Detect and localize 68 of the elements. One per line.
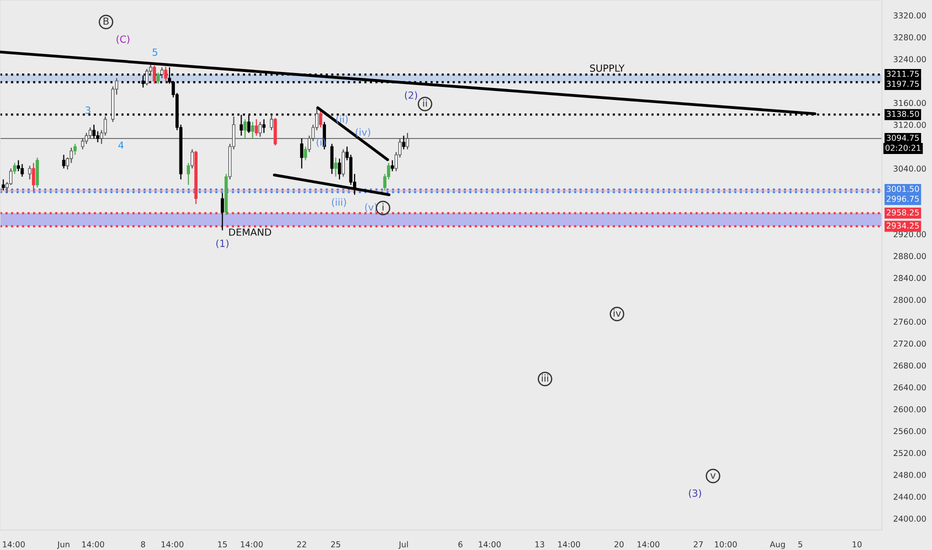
x-tick-label: 10 xyxy=(852,541,862,548)
ref-line-label: 3138.50 xyxy=(886,110,919,117)
y-tick-label: 2480.00 xyxy=(894,472,926,478)
x-tick-label: 20 xyxy=(614,541,624,548)
x-tick-label: 25 xyxy=(331,541,340,548)
x-tick-label: 14:00 xyxy=(478,541,501,548)
x-tick-label: 14:00 xyxy=(558,541,580,548)
x-tick-label: 14:00 xyxy=(638,541,660,548)
annotation: 4 xyxy=(118,142,124,149)
y-tick-label: 2440.00 xyxy=(894,494,926,500)
text: 02:20:21 xyxy=(886,144,920,151)
annotation: iv xyxy=(614,309,621,317)
annotation: v xyxy=(710,473,716,479)
y-tick-label: 2720.00 xyxy=(894,340,926,347)
x-tick-label: Jul xyxy=(398,541,408,549)
y-tick-label: 3120.00 xyxy=(894,122,926,128)
annotation: (iii) xyxy=(332,198,346,207)
y-tick-label: 3160.00 xyxy=(894,100,926,106)
y-tick-label: 3240.00 xyxy=(894,56,926,62)
ref-line-label: 3197.75 xyxy=(886,80,919,87)
ref-line-label: 2958.25 xyxy=(886,209,919,216)
y-tick-label: 2800.00 xyxy=(894,296,926,303)
annotation: ii xyxy=(423,99,427,107)
y-tick-label: 2520.00 xyxy=(894,450,926,456)
ref-line-label: 2996.75 xyxy=(886,196,919,202)
ref-line-label: 2934.25 xyxy=(886,222,919,229)
x-tick-label: 22 xyxy=(297,541,306,548)
y-tick-label: 2760.00 xyxy=(894,318,926,325)
y-tick-label: 2400.00 xyxy=(894,516,926,522)
y-tick-label: 2920.00 xyxy=(894,231,926,238)
y-tick-label: 2680.00 xyxy=(894,362,926,369)
annotation: 3 xyxy=(86,106,90,114)
annotation: iii xyxy=(542,374,548,382)
annotation: (3) xyxy=(688,489,702,498)
annotation: DEMAND xyxy=(229,228,272,236)
annotation: (iv) xyxy=(356,128,370,137)
y-tick-label: 3320.00 xyxy=(894,12,926,18)
x-tick-label: Jun xyxy=(57,541,70,549)
annotation: B xyxy=(104,18,109,25)
y-tick-label: 2840.00 xyxy=(894,274,926,282)
annotation: (ii) xyxy=(336,115,348,124)
annotation: i xyxy=(382,203,384,211)
annotation: (2) xyxy=(404,91,418,100)
ref-line-label: 3094.75 xyxy=(886,134,919,141)
x-tick-label: 14:00 xyxy=(2,541,25,548)
x-tick-label: 14:00 xyxy=(82,541,104,548)
x-tick-label: 27 xyxy=(694,541,703,548)
annotation: 5 xyxy=(152,48,158,56)
x-tick-label: 14:00 xyxy=(240,541,263,548)
annotation: (1) xyxy=(216,239,228,248)
x-tick-label: 6 xyxy=(458,541,462,548)
y-tick-label: 2600.00 xyxy=(894,406,926,412)
y-tick-label: 2880.00 xyxy=(894,253,926,260)
y-tick-label: 3040.00 xyxy=(894,166,926,172)
annotation: (C) xyxy=(116,35,130,44)
ref-line-label: 3211.75 xyxy=(886,70,919,77)
y-tick-label: 2640.00 xyxy=(894,384,926,390)
y-tick-label: 3280.00 xyxy=(894,34,926,40)
x-tick-label: Aug xyxy=(770,541,785,549)
x-tick-label: 10:00 xyxy=(714,541,737,548)
x-tick-label: 5 xyxy=(798,541,802,548)
x-tick-label: 14:00 xyxy=(162,541,184,548)
x-tick-label: 8 xyxy=(141,541,146,548)
x-tick-label: 15 xyxy=(218,541,227,548)
annotation: SUPPLY xyxy=(590,64,625,72)
y-tick-label: 2560.00 xyxy=(894,428,926,434)
ref-line-label: 3001.50 xyxy=(886,186,919,192)
x-tick-label: 13 xyxy=(535,541,544,548)
